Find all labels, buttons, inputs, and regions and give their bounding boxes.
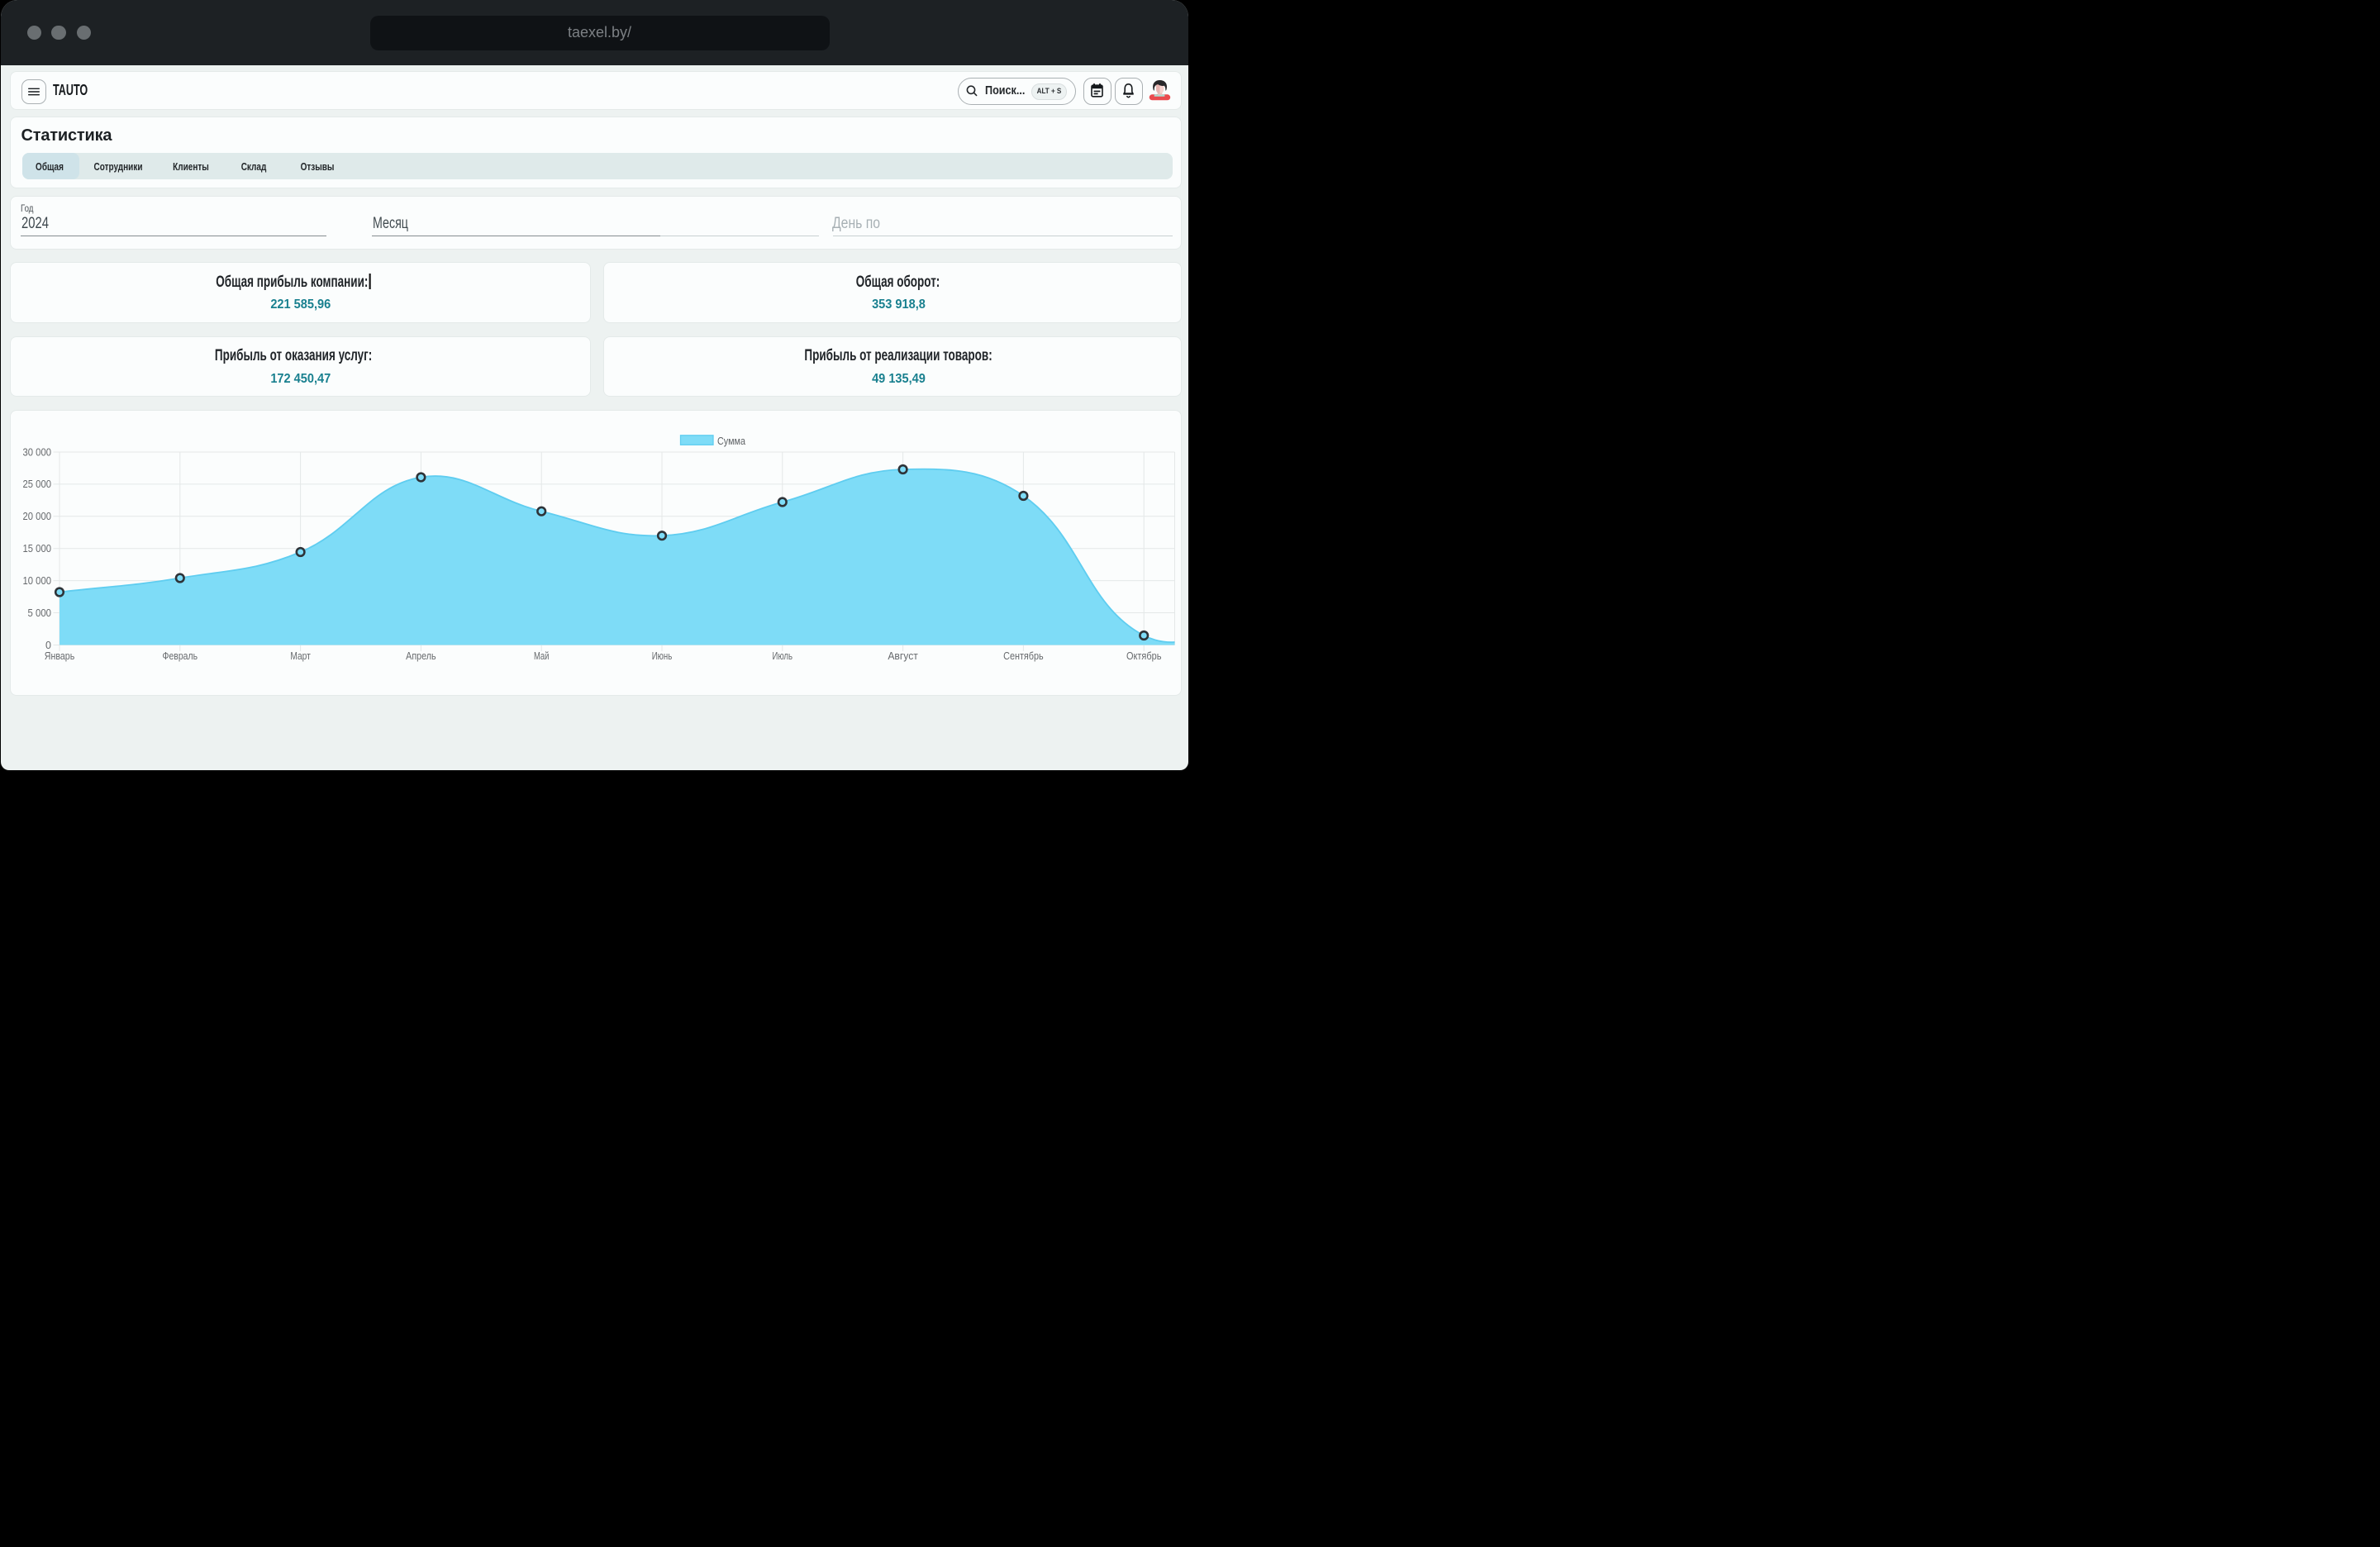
svg-text:Февраль: Февраль	[162, 650, 198, 662]
svg-text:10 000: 10 000	[22, 574, 51, 586]
svg-text:Май: Май	[533, 650, 549, 662]
svg-text:Январь: Январь	[44, 650, 74, 662]
svg-text:Август: Август	[888, 650, 918, 662]
svg-text:30 000: 30 000	[22, 446, 51, 458]
svg-text:Сентябрь: Сентябрь	[1003, 650, 1044, 662]
svg-text:Март: Март	[290, 650, 311, 662]
svg-text:15 000: 15 000	[22, 543, 51, 555]
svg-text:Сумма: Сумма	[717, 435, 746, 447]
svg-text:20 000: 20 000	[22, 511, 51, 522]
svg-text:5 000: 5 000	[27, 607, 51, 618]
svg-text:Июль: Июль	[772, 650, 793, 662]
svg-text:Июнь: Июнь	[651, 650, 672, 662]
svg-text:25 000: 25 000	[22, 478, 51, 490]
svg-text:0: 0	[45, 639, 51, 650]
svg-text:Октябрь: Октябрь	[1126, 650, 1161, 662]
svg-text:Апрель: Апрель	[406, 650, 436, 662]
